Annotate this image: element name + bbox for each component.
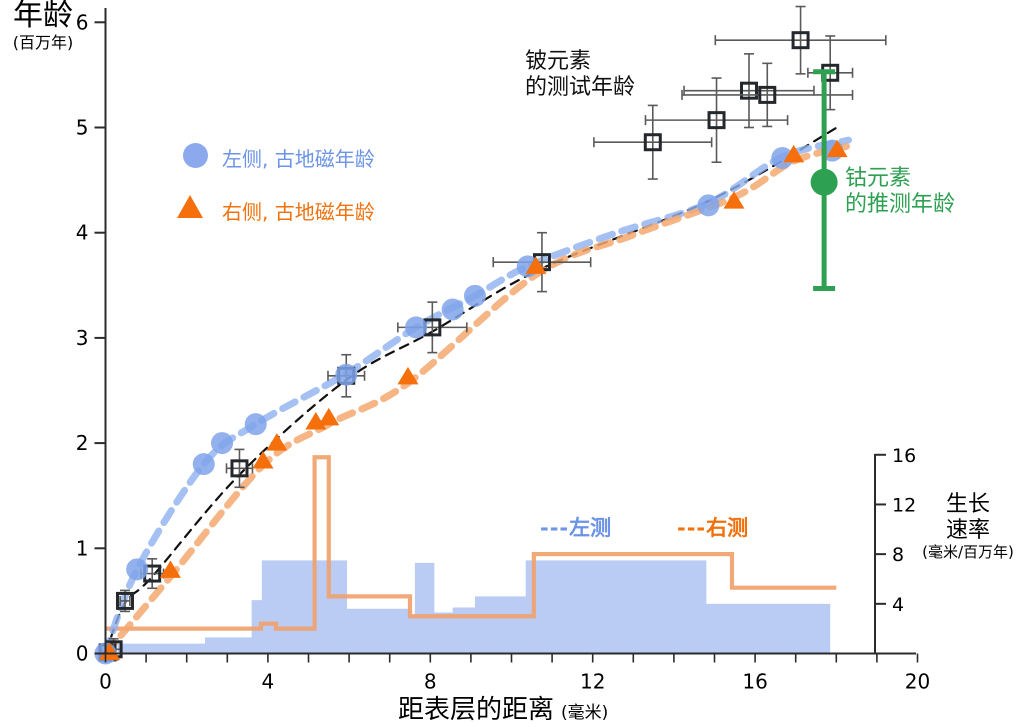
age-axis-tick-label: 1 — [76, 536, 89, 560]
legend-left-label: 左侧, 古地磁年龄 — [222, 147, 375, 171]
left-paleomag-circle-marker — [405, 316, 428, 339]
right-paleomag-triangle-marker — [99, 642, 121, 660]
left-paleomag-circle-marker — [441, 298, 464, 321]
rate-axis-tick-label: 4 — [892, 594, 904, 616]
left-paleomag-circle-marker — [192, 453, 215, 476]
beryllium-square-marker — [707, 111, 726, 130]
age-axis-tick-label: 6 — [76, 10, 89, 34]
age-axis-title: 年龄 (百万年) — [0, 0, 86, 51]
age-axis-tick-label: 2 — [76, 431, 89, 455]
distance-axis-title-text: 距表层的距离 — [398, 695, 555, 725]
distance-axis-tick-label: 16 — [742, 670, 767, 694]
rate-axis-title-line1: 生长 — [945, 492, 990, 517]
right-paleomag-triangle-marker — [783, 144, 805, 163]
growth-legend-right: ---右测 — [677, 512, 748, 542]
right-paleomag-triangle-marker — [826, 139, 848, 158]
distance-axis-tick-label: 12 — [580, 670, 605, 694]
distance-axis-tick-label: 0 — [99, 670, 112, 694]
left_fit-curve — [102, 136, 852, 657]
age-axis-title-text: 年龄 — [13, 0, 73, 33]
distance-axis-title: 距表层的距离 (毫米) — [398, 689, 608, 726]
left-paleomag-circle-marker — [463, 284, 486, 307]
beryllium-square-marker — [643, 133, 662, 152]
beryllium-square-marker — [791, 31, 810, 50]
cobalt-annotation-line1: 钴元素 — [845, 166, 912, 191]
beryllium-point-group — [225, 448, 254, 489]
right-paleomag-triangle-marker — [252, 450, 274, 469]
right_fit-curve — [102, 142, 850, 657]
left-paleomag-circle-marker — [697, 194, 720, 217]
legend-left-circle-icon — [183, 143, 208, 168]
age-axis-tick-label: 0 — [76, 642, 89, 666]
age-axis-tick-label: 5 — [76, 116, 89, 140]
cobalt-circle-marker — [810, 168, 838, 196]
growth-legend-left: ---左测 — [540, 512, 611, 542]
growth-legend-right-label: 右测 — [706, 516, 749, 540]
distance-axis-tick-label: 8 — [424, 670, 437, 694]
beryllium-annotation: 铍元素 的测试年龄 — [525, 49, 635, 101]
age-axis-unit: (百万年) — [12, 32, 74, 52]
rate-axis-tick-label: 8 — [892, 544, 904, 566]
rate-axis-tick-label: 12 — [892, 494, 916, 516]
right-paleomag-triangle-marker — [266, 433, 288, 451]
cobalt-annotation: 钴元素 的推测年龄 — [845, 166, 955, 218]
left-paleomag-circle-marker — [335, 363, 358, 386]
beryllium-annotation-line1: 铍元素 — [525, 49, 592, 74]
rate-axis-tick-label: 16 — [892, 445, 916, 467]
growth-legend-right-dashes: --- — [677, 516, 707, 540]
beryllium-point-group — [644, 77, 789, 164]
growth-rate-line-right — [105, 455, 837, 631]
beryllium-point-group — [492, 231, 592, 293]
beryllium-point-group — [683, 53, 815, 129]
beryllium-annotation-line2: 的测试年龄 — [525, 75, 636, 100]
age-axis-tick-label: 4 — [76, 221, 89, 245]
distance-axis-tick-label: 4 — [262, 670, 275, 694]
beryllium-square-marker — [758, 85, 777, 104]
growth-legend-left-label: 左测 — [569, 516, 612, 540]
distance-axis-unit: (毫米) — [561, 703, 609, 723]
left-paleomag-circle-marker — [771, 147, 794, 170]
right-paleomag-triangle-marker — [723, 191, 745, 209]
beryllium-point-group — [593, 104, 713, 180]
left-paleomag-circle-marker — [126, 558, 149, 581]
age-axis-tick-label: 3 — [76, 326, 89, 350]
growth-rate-histogram-left — [117, 560, 831, 654]
cobalt-annotation-line2: 的推测年龄 — [845, 192, 956, 217]
beryllium-square-marker — [115, 591, 134, 610]
right-paleomag-triangle-marker — [318, 407, 340, 426]
beryllium-square-marker — [740, 81, 759, 100]
rate-axis-title-line2: 速率 — [945, 517, 990, 543]
legend-right-label: 右侧, 古地磁年龄 — [222, 200, 375, 224]
beryllium-point-group — [714, 5, 887, 75]
left-paleomag-circle-marker — [211, 432, 234, 455]
rate-axis-title: 生长 速率 (毫米/百万年) — [900, 492, 1024, 562]
right-paleomag-triangle-marker — [159, 560, 181, 578]
distance-axis-tick-label: 20 — [905, 670, 930, 694]
growth-legend-left-dashes: --- — [540, 516, 570, 540]
beryllium-square-marker — [230, 459, 249, 478]
legend-right-triangle-icon — [177, 195, 203, 218]
beryllium-point-group — [115, 589, 134, 613]
right-paleomag-triangle-marker — [397, 366, 419, 385]
right-paleomag-triangle-marker — [525, 256, 547, 274]
rate-axis-unit: (毫米/百万年) — [922, 542, 1014, 561]
left-paleomag-circle-marker — [244, 413, 267, 436]
